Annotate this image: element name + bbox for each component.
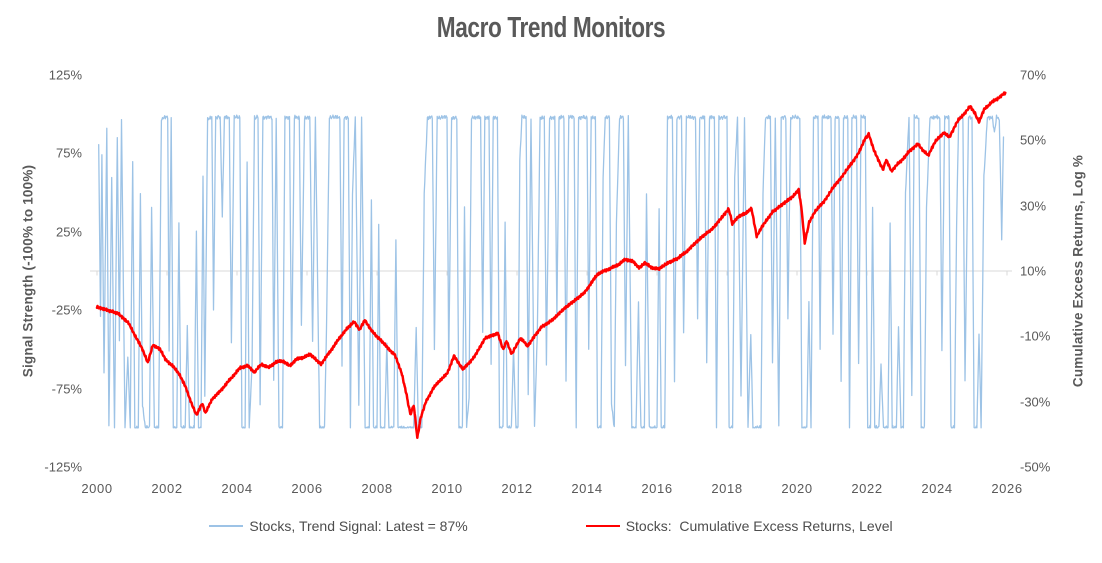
legend: Stocks, Trend Signal: Latest = 87% Stock… <box>0 518 1102 534</box>
left-axis-tick-label: -75% <box>51 381 82 397</box>
x-axis-tick-label: 2026 <box>991 481 1023 496</box>
x-axis-tick-label: 2000 <box>81 481 113 496</box>
legend-item-trend-signal: Stocks, Trend Signal: Latest = 87% <box>209 518 468 534</box>
trend-signal-line <box>98 114 1005 429</box>
right-axis-tick-label: -10% <box>1020 328 1051 344</box>
left-axis-tick-label: 125% <box>48 67 82 83</box>
legend-item-excess-returns: Stocks: Cumulative Excess Returns, Level <box>585 518 893 534</box>
x-axis-tick-label: 2008 <box>361 481 393 496</box>
x-axis-tick-label: 2012 <box>501 481 533 496</box>
x-axis-tick-label: 2022 <box>851 481 883 496</box>
right-axis-tick-label: 30% <box>1020 198 1047 214</box>
right-axis-tick-label: 10% <box>1020 263 1047 279</box>
excess-returns-line <box>95 91 1007 440</box>
x-axis-tick-label: 2018 <box>711 481 743 496</box>
x-axis-tick-label: 2024 <box>921 481 953 496</box>
trend-signal-legend-label: Stocks, Trend Signal: Latest = 87% <box>249 518 468 534</box>
left-axis-tick-label: -125% <box>44 459 82 475</box>
x-axis-tick-label: 2004 <box>221 481 253 496</box>
x-axis-tick-label: 2020 <box>781 481 813 496</box>
right-axis-tick-label: 50% <box>1020 132 1047 148</box>
trend-signal-legend-swatch <box>209 524 244 528</box>
x-axis-tick-label: 2016 <box>641 481 673 496</box>
right-axis-tick-label: -50% <box>1020 459 1051 475</box>
right-axis-tick-label: -30% <box>1020 394 1051 410</box>
right-axis-tick-label: 70% <box>1020 67 1047 83</box>
left-axis-tick-label: -25% <box>51 302 82 318</box>
left-axis-tick-label: 75% <box>55 145 82 161</box>
x-axis-tick-label: 2014 <box>571 481 603 496</box>
chart-title: Macro Trend Monitors <box>436 12 666 44</box>
excess-returns-legend-swatch <box>585 524 620 528</box>
left-axis-tick-label: 25% <box>55 224 82 240</box>
x-axis-tick-label: 2010 <box>431 481 463 496</box>
excess-returns-legend-label: Stocks: Cumulative Excess Returns, Level <box>625 518 893 534</box>
x-axis-tick-label: 2006 <box>291 481 323 496</box>
x-axis-tick-label: 2002 <box>151 481 183 496</box>
